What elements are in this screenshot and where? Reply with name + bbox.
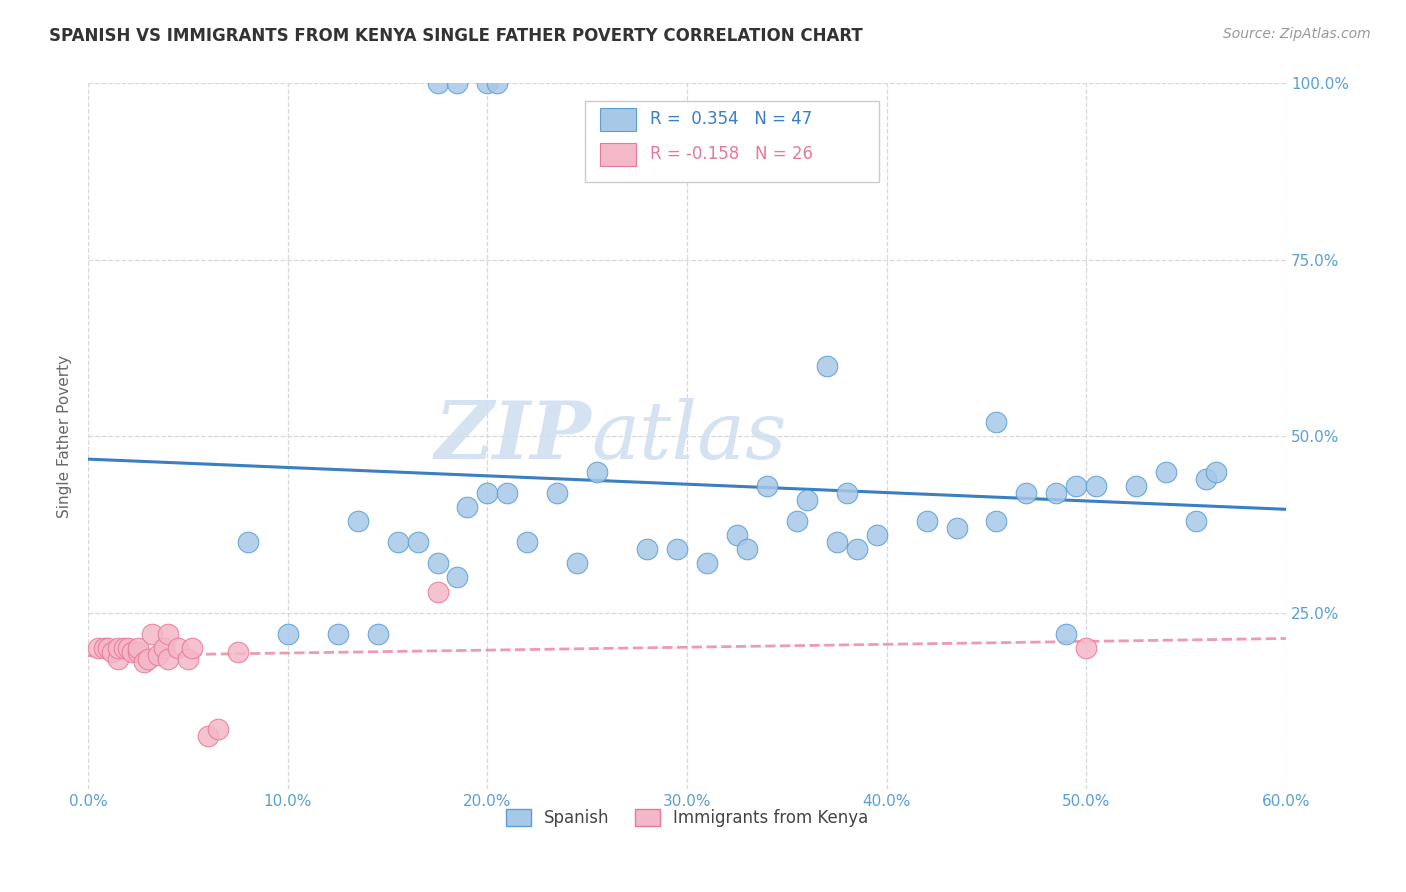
- Point: [915, 514, 938, 528]
- Point: [101, 644, 124, 658]
- Point: [1154, 465, 1177, 479]
- Point: [725, 528, 748, 542]
- Text: R = -0.158   N = 26: R = -0.158 N = 26: [650, 145, 813, 163]
- Point: [406, 535, 429, 549]
- Point: [1205, 465, 1227, 479]
- Point: [127, 644, 149, 658]
- Point: [446, 77, 468, 91]
- Point: [516, 535, 538, 549]
- Point: [97, 641, 120, 656]
- Text: SPANISH VS IMMIGRANTS FROM KENYA SINGLE FATHER POVERTY CORRELATION CHART: SPANISH VS IMMIGRANTS FROM KENYA SINGLE …: [49, 27, 863, 45]
- Point: [835, 485, 858, 500]
- Point: [945, 521, 967, 535]
- Point: [167, 641, 190, 656]
- Point: [825, 535, 848, 549]
- Point: [226, 644, 249, 658]
- Text: ZIP: ZIP: [434, 398, 592, 475]
- Point: [636, 542, 658, 557]
- Point: [156, 627, 179, 641]
- Point: [845, 542, 868, 557]
- Point: [986, 415, 1008, 429]
- Text: atlas: atlas: [592, 398, 786, 475]
- Point: [121, 644, 143, 658]
- Point: [866, 528, 889, 542]
- Point: [1066, 479, 1088, 493]
- Point: [496, 485, 519, 500]
- Point: [146, 648, 169, 662]
- Point: [426, 557, 449, 571]
- Point: [446, 570, 468, 584]
- Point: [755, 479, 778, 493]
- Point: [1125, 479, 1147, 493]
- Point: [141, 627, 163, 641]
- Point: [87, 641, 110, 656]
- Point: [696, 557, 718, 571]
- Point: [486, 77, 509, 91]
- Point: [207, 723, 229, 737]
- Point: [1045, 485, 1067, 500]
- Point: [326, 627, 349, 641]
- Point: [986, 514, 1008, 528]
- Point: [177, 651, 200, 665]
- Text: Source: ZipAtlas.com: Source: ZipAtlas.com: [1223, 27, 1371, 41]
- Point: [112, 641, 135, 656]
- Bar: [599, 144, 636, 166]
- Point: [477, 485, 499, 500]
- Point: [546, 485, 568, 500]
- Point: [815, 359, 838, 373]
- Point: [1015, 485, 1038, 500]
- Point: [93, 641, 115, 656]
- Point: [586, 465, 609, 479]
- Point: [346, 514, 368, 528]
- Y-axis label: Single Father Poverty: Single Father Poverty: [58, 355, 72, 518]
- Point: [387, 535, 409, 549]
- Point: [1185, 514, 1208, 528]
- Point: [426, 584, 449, 599]
- Point: [107, 641, 129, 656]
- Point: [236, 535, 259, 549]
- Point: [367, 627, 389, 641]
- Point: [277, 627, 299, 641]
- Point: [735, 542, 758, 557]
- Bar: [599, 108, 636, 131]
- Point: [567, 557, 589, 571]
- Point: [197, 729, 219, 743]
- Point: [1054, 627, 1077, 641]
- Point: [107, 651, 129, 665]
- Point: [127, 641, 149, 656]
- Legend: Spanish, Immigrants from Kenya: Spanish, Immigrants from Kenya: [499, 802, 875, 834]
- Point: [786, 514, 808, 528]
- Point: [153, 641, 176, 656]
- Point: [156, 651, 179, 665]
- Point: [456, 500, 478, 514]
- Point: [181, 641, 204, 656]
- Point: [796, 492, 818, 507]
- Point: [1195, 472, 1218, 486]
- FancyBboxPatch shape: [585, 101, 879, 182]
- Point: [426, 77, 449, 91]
- Point: [136, 651, 159, 665]
- Point: [1076, 641, 1098, 656]
- Text: R =  0.354   N = 47: R = 0.354 N = 47: [650, 110, 813, 128]
- Point: [666, 542, 689, 557]
- Point: [132, 655, 155, 669]
- Point: [117, 641, 139, 656]
- Point: [477, 77, 499, 91]
- Point: [1085, 479, 1108, 493]
